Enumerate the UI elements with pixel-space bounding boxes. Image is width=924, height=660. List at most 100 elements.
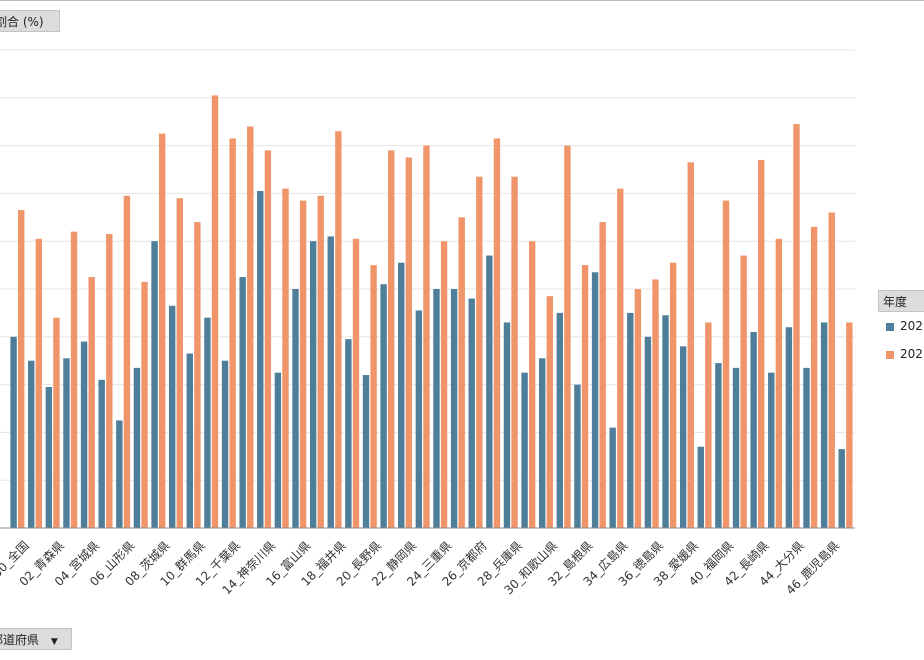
bar-series2[interactable]: [634, 289, 642, 528]
bar-series1[interactable]: [415, 310, 423, 528]
bar-series2[interactable]: [106, 234, 113, 528]
legend-title-button[interactable]: 年度: [878, 290, 924, 312]
bar-series2[interactable]: [299, 200, 307, 528]
bar-series1[interactable]: [398, 262, 405, 528]
bar-series1[interactable]: [503, 322, 511, 528]
bar-series2[interactable]: [793, 124, 800, 528]
bar-series1[interactable]: [221, 360, 229, 528]
bar-series2[interactable]: [581, 265, 589, 528]
axis-field-button[interactable]: 都道府県 ▼: [0, 628, 72, 650]
bar-series1[interactable]: [133, 367, 141, 528]
bar-series2[interactable]: [35, 238, 43, 528]
bar-series1[interactable]: [380, 284, 387, 528]
bar-series2[interactable]: [599, 222, 606, 528]
bar-series2[interactable]: [617, 188, 624, 528]
bar-series1[interactable]: [521, 372, 528, 528]
bar-series1[interactable]: [292, 289, 299, 528]
bar-series1[interactable]: [327, 236, 334, 529]
bar-series1[interactable]: [80, 341, 88, 528]
bar-series1[interactable]: [63, 358, 70, 528]
bar-series2[interactable]: [229, 138, 236, 528]
bar-series2[interactable]: [564, 145, 571, 528]
dropdown-arrow-icon[interactable]: ▼: [50, 637, 58, 647]
bar-series1[interactable]: [468, 298, 475, 528]
bar-series2[interactable]: [846, 322, 853, 528]
bar-series2[interactable]: [458, 217, 465, 529]
bar-series2[interactable]: [528, 241, 536, 528]
bar-series1[interactable]: [186, 353, 193, 528]
bar-series2[interactable]: [440, 241, 448, 528]
bar-series1[interactable]: [574, 384, 581, 528]
bar-series1[interactable]: [274, 372, 282, 528]
bar-series1[interactable]: [539, 358, 546, 528]
bar-series2[interactable]: [775, 238, 783, 528]
bar-series1[interactable]: [204, 317, 211, 528]
bar-series1[interactable]: [168, 305, 176, 528]
bar-series2[interactable]: [405, 157, 413, 529]
bar-series2[interactable]: [511, 176, 518, 529]
bar-series2[interactable]: [388, 150, 395, 528]
bar-series2[interactable]: [88, 277, 95, 528]
bar-series2[interactable]: [493, 138, 501, 528]
bar-series2[interactable]: [810, 226, 818, 529]
bar-series1[interactable]: [239, 277, 246, 528]
bar-series1[interactable]: [627, 312, 634, 528]
bar-series1[interactable]: [803, 367, 810, 528]
bar-series2[interactable]: [194, 222, 201, 528]
bar-series1[interactable]: [28, 360, 35, 528]
bar-series2[interactable]: [247, 126, 254, 528]
bar-series2[interactable]: [669, 262, 677, 528]
bar-series1[interactable]: [257, 191, 264, 528]
bar-series2[interactable]: [352, 238, 360, 528]
bar-series1[interactable]: [697, 446, 704, 528]
bar-series1[interactable]: [820, 322, 828, 528]
bar-series1[interactable]: [750, 332, 757, 528]
bar-series1[interactable]: [715, 363, 722, 528]
bar-series2[interactable]: [141, 281, 148, 528]
bar-series2[interactable]: [18, 210, 25, 528]
bar-series1[interactable]: [486, 255, 493, 529]
bar-series1[interactable]: [45, 386, 53, 528]
bar-series1[interactable]: [838, 449, 845, 528]
bar-series1[interactable]: [345, 339, 352, 528]
bar-series1[interactable]: [644, 336, 652, 528]
bar-series2[interactable]: [211, 95, 219, 528]
bar-series1[interactable]: [116, 420, 123, 528]
bar-series2[interactable]: [53, 317, 60, 528]
bar-series2[interactable]: [758, 159, 765, 528]
legend-item-series-2[interactable]: 202: [878, 340, 924, 368]
measure-field-button[interactable]: 割合 (%): [0, 10, 60, 32]
bar-series2[interactable]: [70, 231, 78, 528]
bar-series1[interactable]: [732, 367, 740, 528]
bar-series2[interactable]: [158, 133, 166, 528]
bar-series2[interactable]: [423, 145, 430, 528]
bar-series1[interactable]: [450, 289, 458, 528]
bar-series1[interactable]: [98, 379, 105, 528]
bar-series2[interactable]: [370, 265, 377, 528]
bar-series2[interactable]: [546, 296, 553, 528]
bar-series1[interactable]: [433, 289, 440, 528]
bar-series2[interactable]: [722, 200, 730, 528]
bar-series1[interactable]: [609, 427, 616, 528]
bar-series2[interactable]: [335, 131, 342, 528]
legend-item-series-1[interactable]: 202: [878, 312, 924, 340]
bar-series1[interactable]: [10, 336, 17, 528]
bar-series1[interactable]: [151, 241, 158, 528]
bar-series2[interactable]: [476, 176, 483, 529]
bar-series1[interactable]: [768, 372, 775, 528]
bar-series2[interactable]: [264, 150, 272, 528]
bar-series1[interactable]: [362, 375, 370, 528]
bar-series1[interactable]: [591, 272, 599, 528]
bar-series2[interactable]: [123, 195, 131, 529]
bar-series2[interactable]: [176, 198, 183, 528]
bar-series2[interactable]: [740, 255, 747, 529]
bar-series2[interactable]: [652, 279, 659, 528]
bar-series1[interactable]: [679, 346, 687, 528]
bar-series2[interactable]: [317, 195, 324, 529]
bar-series1[interactable]: [556, 312, 564, 528]
bar-series2[interactable]: [282, 188, 289, 528]
bar-series2[interactable]: [705, 322, 712, 528]
bar-series1[interactable]: [309, 241, 317, 528]
bar-series2[interactable]: [687, 162, 694, 528]
bar-series2[interactable]: [828, 212, 835, 528]
